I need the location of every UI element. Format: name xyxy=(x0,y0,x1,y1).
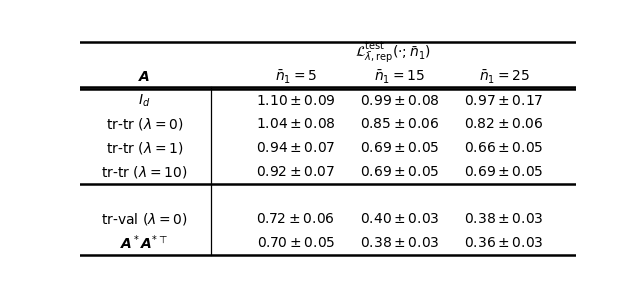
Text: $0.40 \pm 0.03$: $0.40 \pm 0.03$ xyxy=(360,212,440,226)
Text: $\mathrm{tr\text{-}tr}\ (\lambda=10)$: $\mathrm{tr\text{-}tr}\ (\lambda=10)$ xyxy=(101,164,188,180)
Text: $\bar{n}_1 = 15$: $\bar{n}_1 = 15$ xyxy=(374,68,426,86)
Text: $0.97 \pm 0.17$: $0.97 \pm 0.17$ xyxy=(464,94,544,108)
Text: $\bar{n}_1 = 25$: $\bar{n}_1 = 25$ xyxy=(479,68,529,86)
Text: $0.66 \pm 0.05$: $0.66 \pm 0.05$ xyxy=(464,141,544,155)
Text: $\mathcal{L}^{\mathrm{test}}_{\bar{\lambda},\mathrm{rep}}(\cdot;\bar{n}_1)$: $\mathcal{L}^{\mathrm{test}}_{\bar{\lamb… xyxy=(355,41,431,66)
Text: $0.70 \pm 0.05$: $0.70 \pm 0.05$ xyxy=(257,236,335,250)
Text: $0.94 \pm 0.07$: $0.94 \pm 0.07$ xyxy=(256,141,335,155)
Text: $\bar{n}_1 = 5$: $\bar{n}_1 = 5$ xyxy=(275,68,317,86)
Text: $0.72 \pm 0.06$: $0.72 \pm 0.06$ xyxy=(257,212,335,226)
Text: $0.99 \pm 0.08$: $0.99 \pm 0.08$ xyxy=(360,94,440,108)
Text: $\boldsymbol{A}^*\boldsymbol{A}^{*\top}$: $\boldsymbol{A}^*\boldsymbol{A}^{*\top}$ xyxy=(120,233,168,252)
Text: $I_d$: $I_d$ xyxy=(138,93,150,109)
Text: $0.82 \pm 0.06$: $0.82 \pm 0.06$ xyxy=(464,118,544,132)
Text: $0.38 \pm 0.03$: $0.38 \pm 0.03$ xyxy=(464,212,544,226)
Text: $\mathrm{tr\text{-}tr}\ (\lambda=1)$: $\mathrm{tr\text{-}tr}\ (\lambda=1)$ xyxy=(106,140,183,156)
Text: $0.36 \pm 0.03$: $0.36 \pm 0.03$ xyxy=(464,236,544,250)
Text: $\boldsymbol{A}$: $\boldsymbol{A}$ xyxy=(138,70,151,84)
Text: $0.38 \pm 0.03$: $0.38 \pm 0.03$ xyxy=(360,236,440,250)
Text: $\mathrm{tr\text{-}val}\ (\lambda=0)$: $\mathrm{tr\text{-}val}\ (\lambda=0)$ xyxy=(101,211,188,227)
Text: $0.69 \pm 0.05$: $0.69 \pm 0.05$ xyxy=(360,141,440,155)
Text: $0.69 \pm 0.05$: $0.69 \pm 0.05$ xyxy=(464,165,544,179)
Text: $0.69 \pm 0.05$: $0.69 \pm 0.05$ xyxy=(360,165,440,179)
Text: $1.04 \pm 0.08$: $1.04 \pm 0.08$ xyxy=(256,118,336,132)
Text: $1.10 \pm 0.09$: $1.10 \pm 0.09$ xyxy=(256,94,336,108)
Text: $0.92 \pm 0.07$: $0.92 \pm 0.07$ xyxy=(256,165,335,179)
Text: $0.85 \pm 0.06$: $0.85 \pm 0.06$ xyxy=(360,118,440,132)
Text: $\mathrm{tr\text{-}tr}\ (\lambda=0)$: $\mathrm{tr\text{-}tr}\ (\lambda=0)$ xyxy=(106,116,183,132)
